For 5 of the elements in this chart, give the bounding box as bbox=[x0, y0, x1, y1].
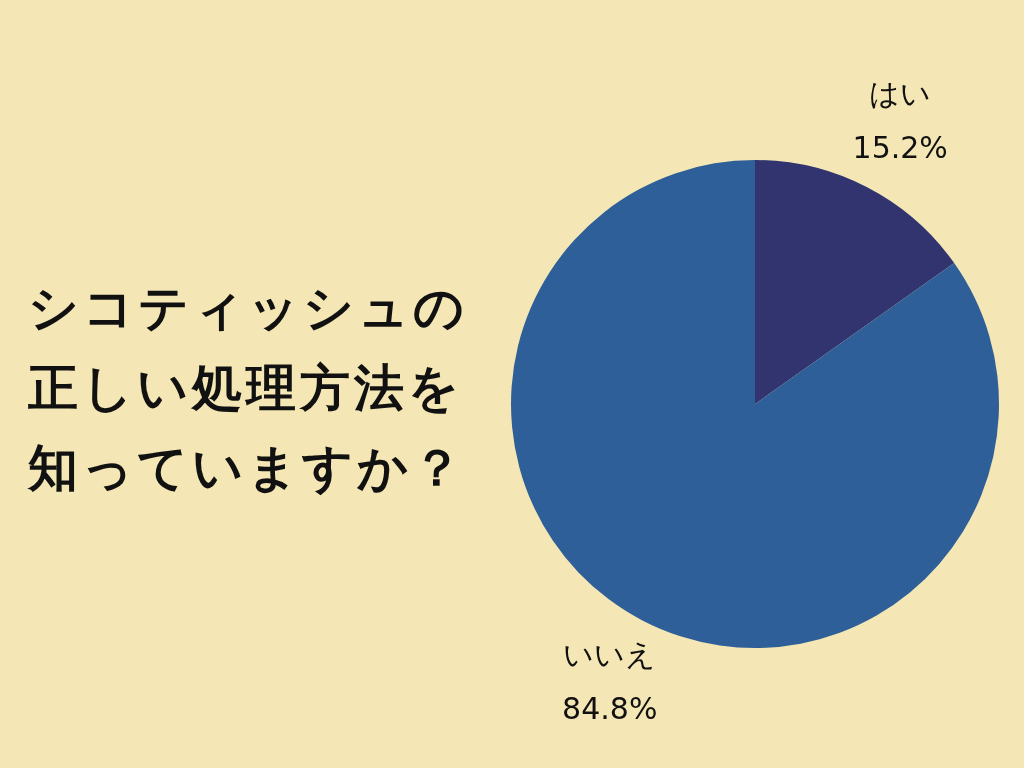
data-label: 15.2% bbox=[852, 130, 948, 166]
slice-label: いいえ bbox=[563, 637, 657, 673]
data-label: 84.8% bbox=[562, 691, 658, 727]
slice-label: はい bbox=[869, 76, 932, 112]
text: シコティッシュの正しい処理方法を知っていますか？ bbox=[28, 278, 469, 499]
